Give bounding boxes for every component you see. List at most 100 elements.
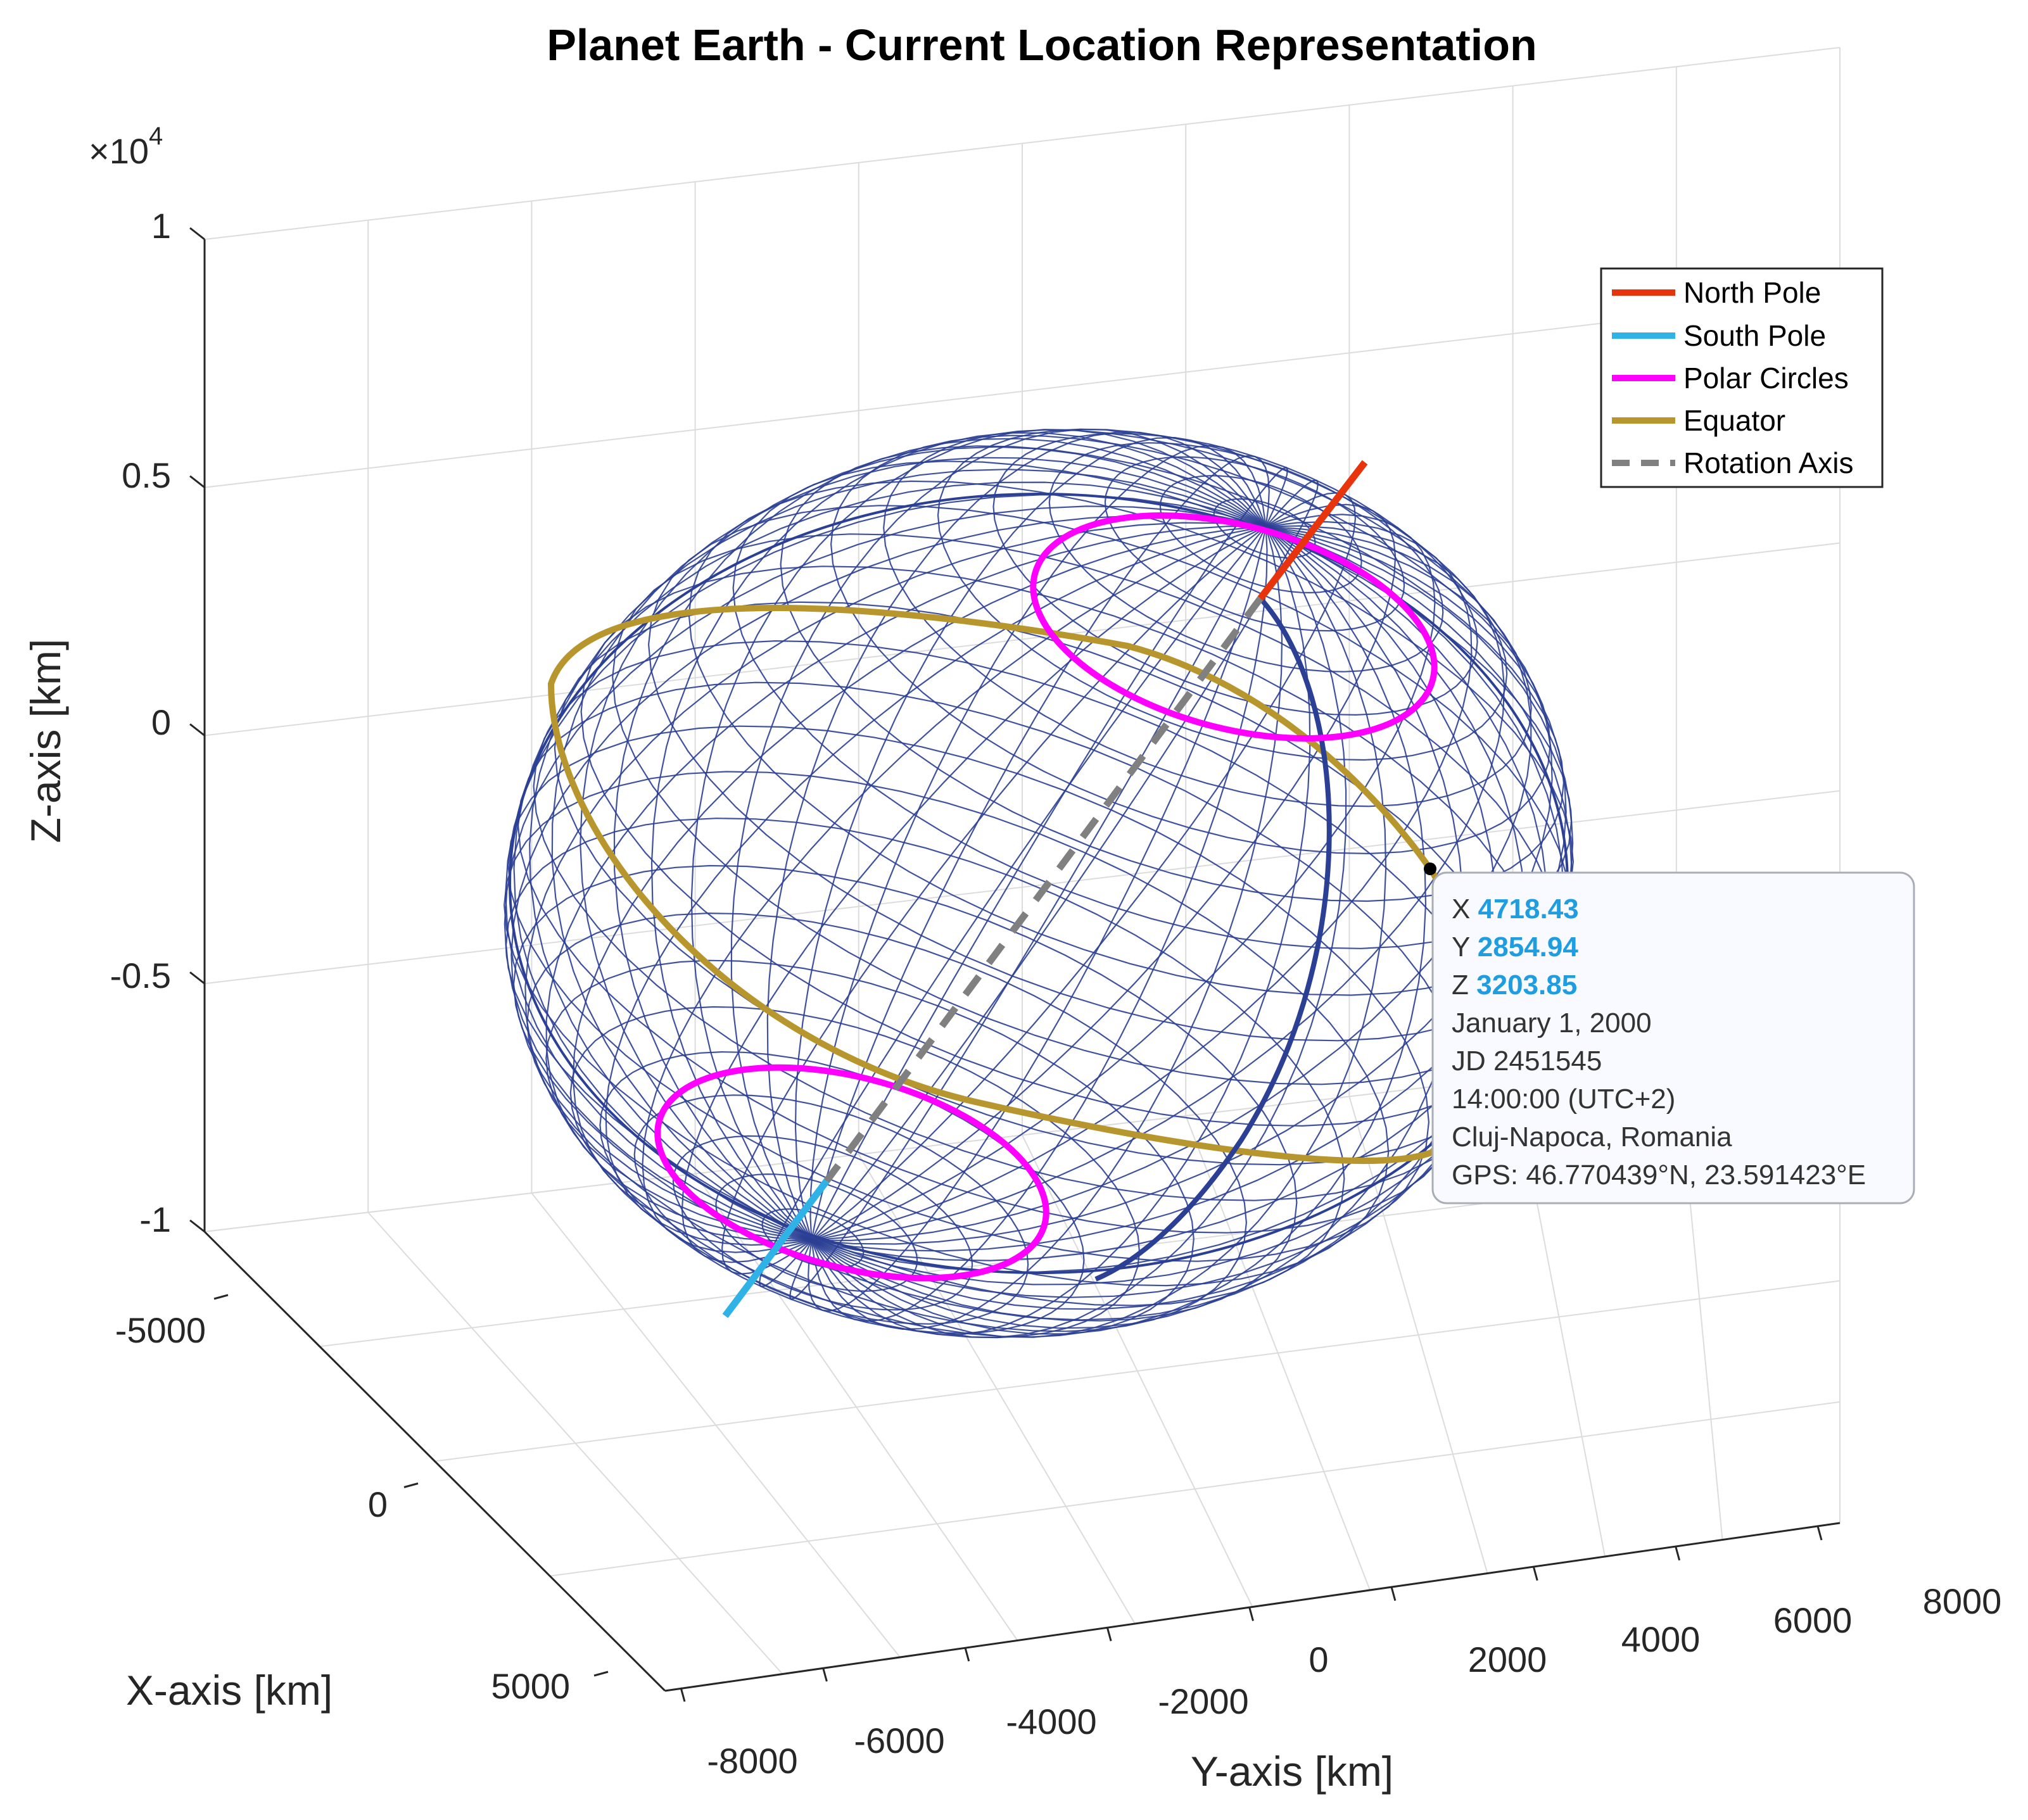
datatip-x-row: X 4718.43 xyxy=(1452,894,1579,925)
z-tick-label: 1 xyxy=(151,206,171,246)
y-tick-mark xyxy=(1390,1586,1397,1602)
mesh-meridian xyxy=(811,526,1347,1339)
mesh-meridian xyxy=(811,526,1311,1336)
z-tick-mark xyxy=(189,723,205,736)
mesh-meridian xyxy=(789,526,1267,1301)
y-tick-label: 4000 xyxy=(1621,1619,1701,1659)
datatip-date: January 1, 2000 xyxy=(1452,1008,1652,1039)
mesh-meridian xyxy=(613,438,1267,1241)
mesh-meridian xyxy=(545,526,1266,1241)
x-tick-label: -5000 xyxy=(115,1310,206,1350)
legend-entry-south-pole: South Pole xyxy=(1612,319,1826,352)
y-tick-label: 8000 xyxy=(1923,1581,2002,1621)
south-pole-line xyxy=(722,1179,830,1318)
grid-line xyxy=(204,47,1841,240)
y-tick-label: 6000 xyxy=(1773,1600,1853,1640)
location-marker[interactable] xyxy=(1424,863,1436,875)
y-tick-mark xyxy=(1106,1626,1112,1641)
z-tick-label: 0 xyxy=(151,702,171,742)
mesh-meridian xyxy=(811,525,1505,1241)
y-tick-label: -6000 xyxy=(854,1721,944,1760)
x-tick-mark xyxy=(593,1671,609,1677)
y-axis-label: Y-axis [km] xyxy=(1191,1748,1393,1795)
mesh-meridian xyxy=(551,457,1267,1241)
mesh-meridian xyxy=(811,503,1397,1241)
datatip-time: 14:00:00 (UTC+2) xyxy=(1452,1084,1675,1115)
x-tick-mark xyxy=(403,1482,419,1488)
mesh-meridian xyxy=(811,526,1283,1330)
x-tick-labels: -5000 0 5000 xyxy=(115,1310,570,1706)
legend-entry-equator: Equator xyxy=(1612,404,1785,437)
x-tick-mark xyxy=(213,1294,229,1300)
north-pole-line xyxy=(1257,460,1368,601)
x-axis-label: X-axis [km] xyxy=(126,1667,333,1714)
z-tick-mark xyxy=(189,475,205,488)
mesh-meridian xyxy=(605,526,1266,1246)
datatip-place: Cluj-Napoca, Romania xyxy=(1452,1122,1732,1153)
z-axis-label: Z-axis [km] xyxy=(22,639,69,844)
rotation-axis xyxy=(823,596,1264,1184)
y-tick-mark xyxy=(964,1646,970,1662)
y-tick-mark xyxy=(821,1667,828,1682)
datatip-julian-date: JD 2451545 xyxy=(1452,1046,1602,1077)
mesh-meridian xyxy=(811,526,1387,1338)
y-tick-label: 0 xyxy=(1309,1640,1328,1679)
north-polar-circle xyxy=(1030,512,1438,742)
mesh-meridian xyxy=(510,515,1266,1241)
mesh-meridian xyxy=(766,431,1267,1241)
grid-line xyxy=(434,1280,1841,1462)
legend-entry-north-pole: North Pole xyxy=(1612,276,1821,309)
y-tick-label: 2000 xyxy=(1468,1640,1547,1679)
south-polar-circle xyxy=(654,1064,1049,1282)
mesh-meridian xyxy=(642,526,1266,1253)
grid-line xyxy=(204,542,1841,736)
legend-label-south-pole: South Pole xyxy=(1683,319,1826,352)
legend: North Pole South Pole Polar Circles Equa… xyxy=(1600,267,1884,488)
x-axis-line xyxy=(203,1230,666,1692)
mesh-meridian xyxy=(524,522,1266,1241)
y-tick-label: -8000 xyxy=(707,1741,797,1781)
y-tick-label: -2000 xyxy=(1158,1681,1248,1721)
z-tick-label: -1 xyxy=(139,1199,171,1239)
datatip-y-row: Y 2854.94 xyxy=(1452,932,1578,963)
legend-label-north-pole: North Pole xyxy=(1683,276,1821,309)
datatip-gps: GPS: 46.770439°N, 23.591423°E xyxy=(1452,1160,1866,1191)
location-meridian-curve xyxy=(1094,597,1332,1282)
mesh-meridian xyxy=(690,429,1267,1241)
x-tick-label: 0 xyxy=(368,1484,388,1524)
mesh-meridian xyxy=(513,481,1266,1241)
x-tick-label: 5000 xyxy=(491,1666,570,1706)
mesh-meridian xyxy=(580,446,1267,1241)
earth-wireframe-mesh xyxy=(503,428,1575,1339)
z-tick-label: -0.5 xyxy=(110,956,172,995)
datatip: X 4718.43 Y 2854.94 Z 3203.85 January 1,… xyxy=(1431,871,1915,1204)
mesh-meridian xyxy=(811,526,1268,1322)
y-tick-mark xyxy=(680,1687,686,1702)
mesh-meridian xyxy=(808,526,1267,1312)
z-tick-mark xyxy=(189,227,205,241)
y-tick-labels: -8000 -6000 -4000 -2000 0 2000 4000 6000… xyxy=(707,1581,2001,1781)
y-tick-mark xyxy=(1248,1607,1254,1621)
legend-entry-polar-circles: Polar Circles xyxy=(1612,362,1849,395)
z-tick-labels: 1 0.5 0 -0.5 -1 xyxy=(110,206,172,1239)
legend-label-rotation-axis: Rotation Axis xyxy=(1683,446,1853,479)
legend-entry-rotation-axis: Rotation Axis xyxy=(1612,446,1853,479)
legend-label-equator: Equator xyxy=(1683,404,1785,437)
chart-title: Planet Earth - Current Location Represen… xyxy=(547,20,1537,70)
legend-label-polar-circles: Polar Circles xyxy=(1683,362,1849,395)
y-tick-mark xyxy=(1532,1566,1538,1581)
mesh-meridian xyxy=(504,505,1266,1241)
z-tick-label: 0.5 xyxy=(122,455,171,495)
mesh-meridian xyxy=(529,469,1267,1241)
z-tick-mark xyxy=(189,971,205,985)
y-axis-line xyxy=(664,1522,1841,1692)
grid-line xyxy=(204,294,1841,488)
y-tick-mark xyxy=(1816,1526,1823,1541)
datatip-box xyxy=(1431,871,1915,1204)
mesh-meridian xyxy=(794,436,1267,1241)
grid-line xyxy=(550,1401,1841,1577)
z-tick-mark xyxy=(189,1219,205,1233)
z-exponent-label: ×104 xyxy=(89,122,163,171)
datatip-z-row: Z 3203.85 xyxy=(1452,970,1577,1001)
